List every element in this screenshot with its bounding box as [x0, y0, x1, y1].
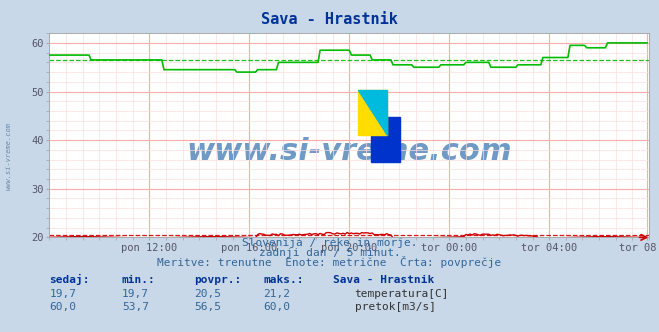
Text: www.si-vreme.com: www.si-vreme.com — [186, 137, 512, 166]
Polygon shape — [358, 90, 387, 135]
Text: www.si-vreme.com: www.si-vreme.com — [5, 122, 11, 190]
Text: 19,7: 19,7 — [122, 289, 149, 299]
Bar — [358, 90, 387, 135]
Text: 19,7: 19,7 — [49, 289, 76, 299]
Text: 60,0: 60,0 — [49, 302, 76, 312]
Text: min.:: min.: — [122, 275, 156, 285]
Text: Meritve: trenutne  Enote: metrične  Črta: povprečje: Meritve: trenutne Enote: metrične Črta: … — [158, 256, 501, 268]
Text: 56,5: 56,5 — [194, 302, 221, 312]
Text: 20,5: 20,5 — [194, 289, 221, 299]
Text: Slovenija / reke in morje.: Slovenija / reke in morje. — [242, 238, 417, 248]
Text: 53,7: 53,7 — [122, 302, 149, 312]
Text: zadnji dan / 5 minut.: zadnji dan / 5 minut. — [258, 248, 401, 258]
Text: Sava - Hrastnik: Sava - Hrastnik — [333, 275, 434, 285]
Text: pretok[m3/s]: pretok[m3/s] — [355, 302, 436, 312]
Text: 60,0: 60,0 — [264, 302, 291, 312]
Text: 21,2: 21,2 — [264, 289, 291, 299]
Text: Sava - Hrastnik: Sava - Hrastnik — [261, 12, 398, 27]
Text: sedaj:: sedaj: — [49, 274, 90, 285]
Text: temperatura[C]: temperatura[C] — [355, 289, 449, 299]
Text: maks.:: maks.: — [264, 275, 304, 285]
Bar — [371, 117, 400, 162]
Text: povpr.:: povpr.: — [194, 275, 242, 285]
